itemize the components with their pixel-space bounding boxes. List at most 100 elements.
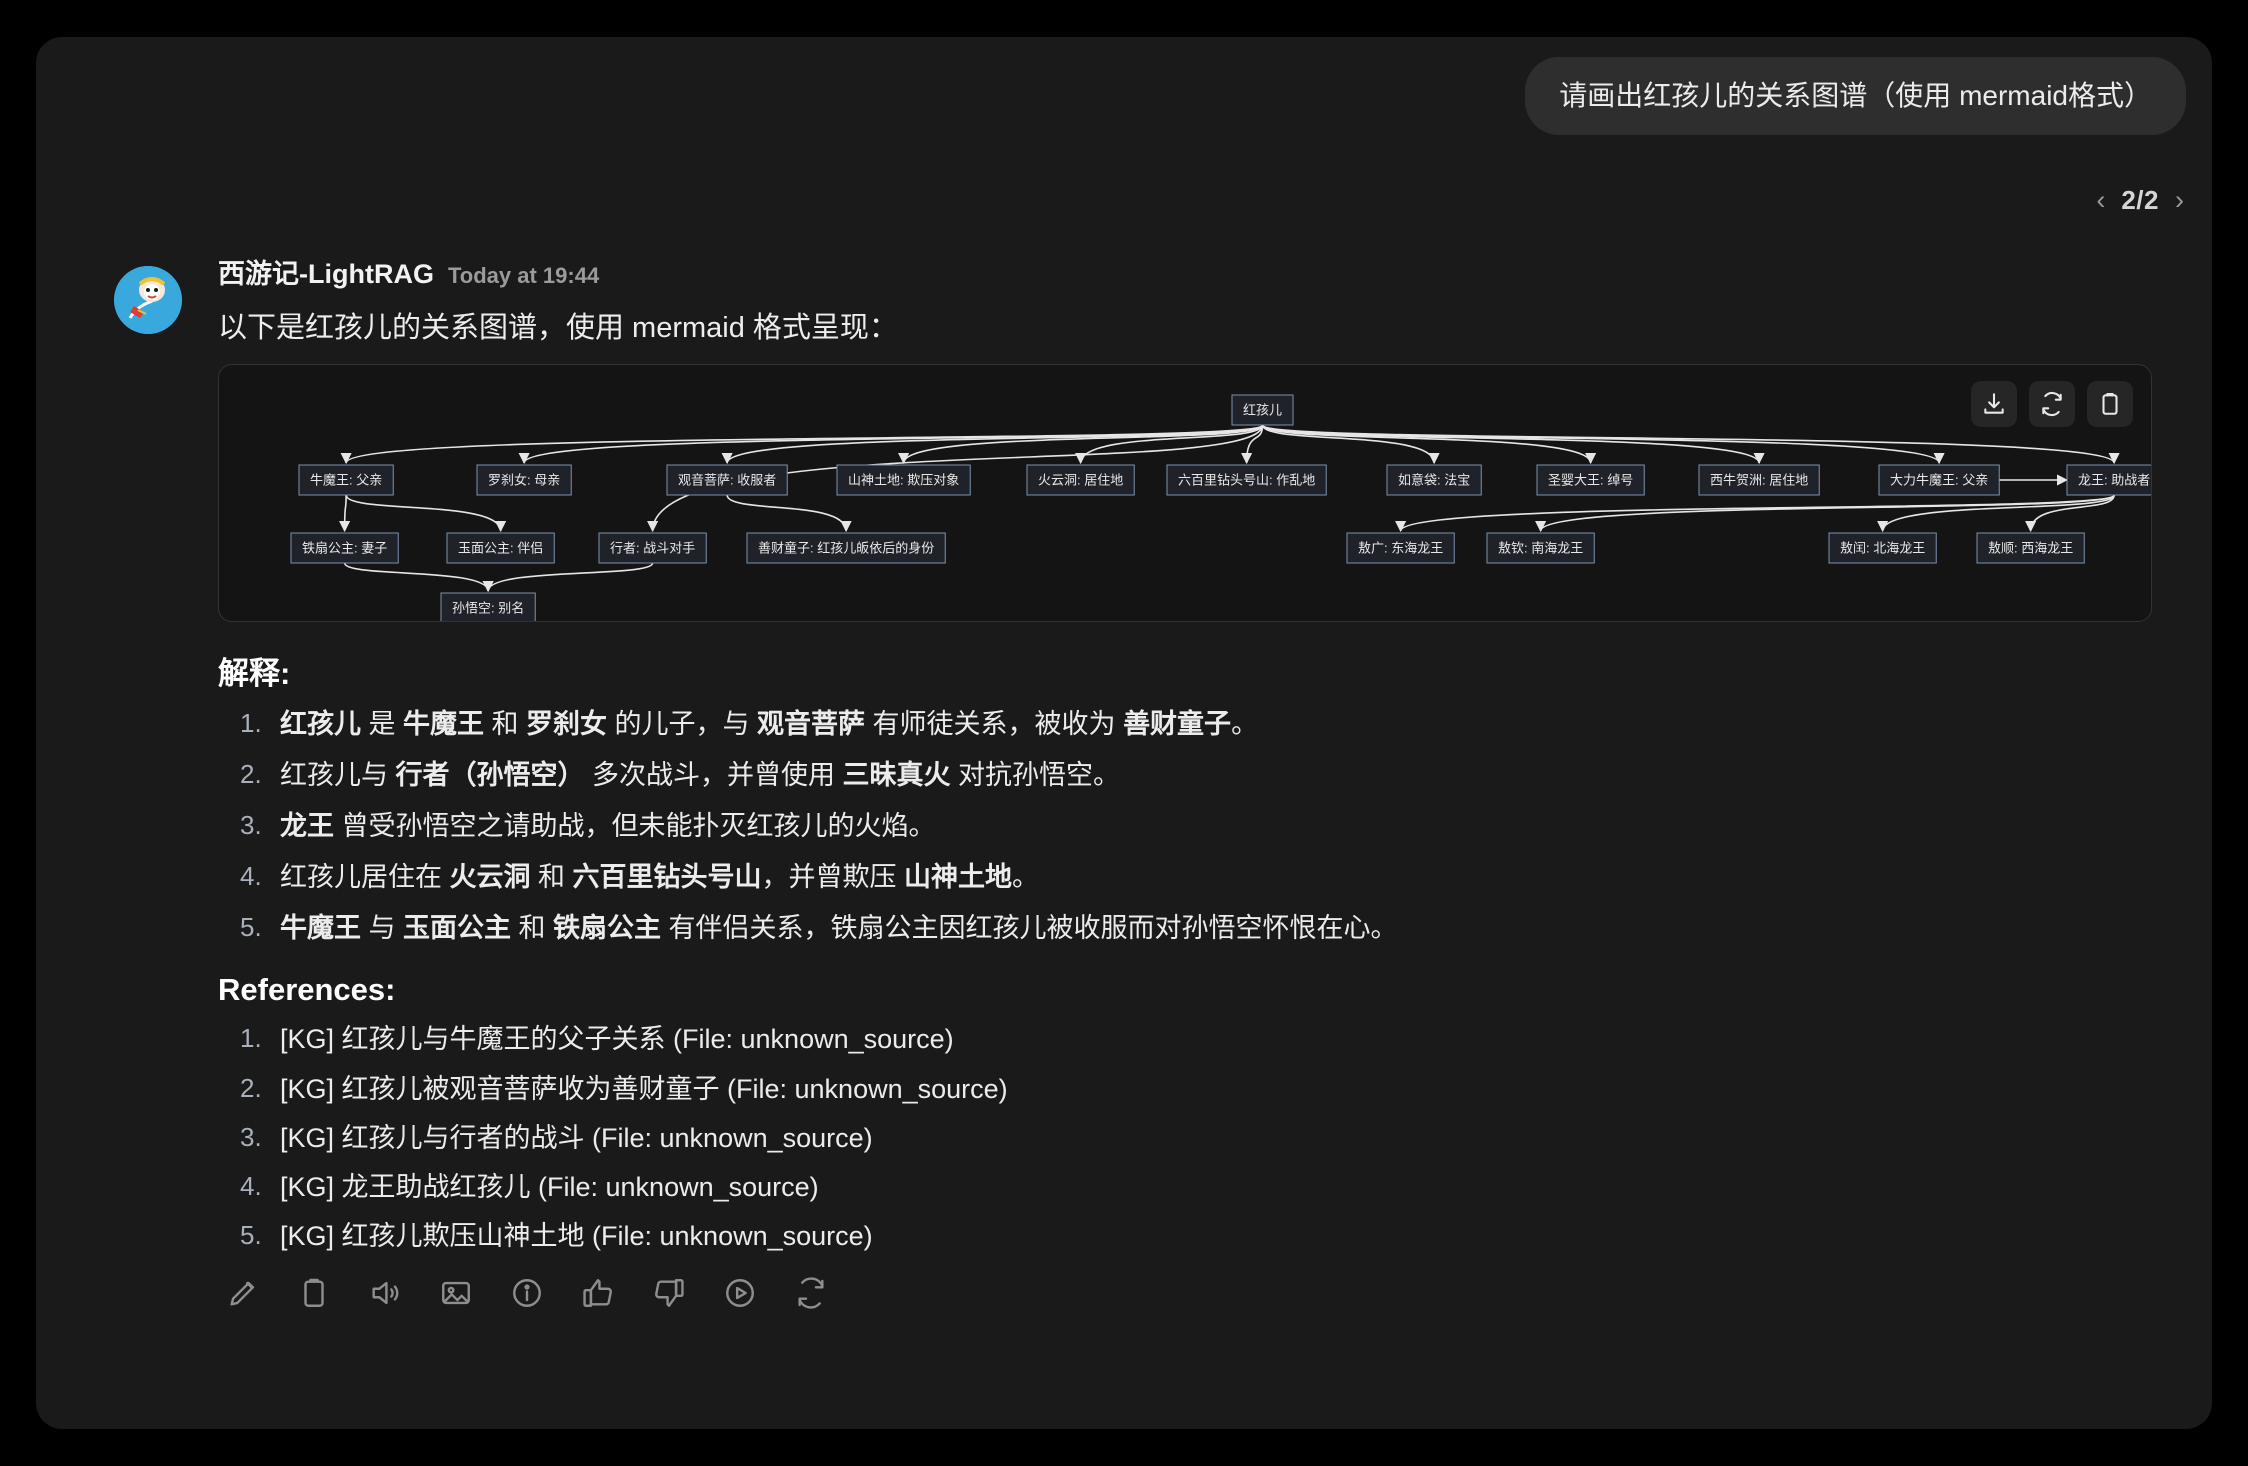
play-icon[interactable] [723, 1276, 757, 1310]
explanation-heading: 解释: [218, 656, 291, 691]
assistant-message: 西游记-LightRAG Today at 19:44 以下是红孩儿的关系图谱，… [114, 252, 2152, 1310]
graph-node-label: 行者: 战斗对手 [610, 541, 695, 556]
graph-edge [343, 562, 494, 593]
list-item: 龙王 曾受孙悟空之请助战，但未能扑灭红孩儿的火焰。 [240, 809, 936, 843]
graph-node-label: 善财童子: 红孩儿皈依后的身份 [758, 541, 934, 556]
graph-node-label: 龙王: 助战者 [2078, 473, 2150, 488]
graph-node-label: 山神土地: 欺压对象 [848, 473, 959, 488]
graph-node-label: 铁扇公主: 妻子 [302, 541, 387, 556]
refresh-icon[interactable] [2029, 381, 2075, 427]
user-message-row: 请画出红孩儿的关系图谱（使用 mermaid格式） [1525, 57, 2186, 135]
graph-node-label: 圣婴大王: 绰号 [1548, 473, 1633, 488]
list-item: 牛魔王 与 玉面公主 和 铁扇公主 有伴侣关系，铁扇公主因红孩儿被收服而对孙悟空… [240, 911, 1398, 945]
list-item: [KG] 红孩儿欺压山神土地 (File: unknown_source) [240, 1219, 873, 1253]
list-item: [KG] 红孩儿与行者的战斗 (File: unknown_source) [240, 1121, 873, 1155]
graph-node-label: 罗刹女: 母亲 [488, 473, 560, 488]
graph-edge [1535, 494, 2115, 533]
explanation-list: 红孩儿 是 牛魔王 和 罗刹女 的儿子，与 观音菩萨 有师徒关系，被收为 善财童… [218, 707, 2152, 946]
graph-node-label: 敖顺: 西海龙王 [1988, 541, 2073, 556]
list-item: [KG] 红孩儿与牛魔王的父子关系 (File: unknown_source) [240, 1022, 954, 1056]
graph-node-label: 玉面公主: 伴侣 [458, 541, 543, 556]
graph-node[interactable]: 行者: 战斗对手 [598, 532, 707, 564]
pagination-count: 2/2 [2121, 185, 2159, 215]
graph-edge [726, 494, 852, 533]
graph-node-label: 火云洞: 居住地 [1038, 473, 1123, 488]
refresh-icon[interactable] [794, 1276, 828, 1310]
list-item: 红孩儿 是 牛魔王 和 罗刹女 的儿子，与 观音菩萨 有师徒关系，被收为 善财童… [240, 707, 1259, 741]
download-icon[interactable] [1971, 381, 2017, 427]
user-message-bubble: 请画出红孩儿的关系图谱（使用 mermaid格式） [1525, 57, 2186, 135]
graph-edge [647, 424, 1264, 533]
graph-node-label: 观音菩萨: 收服者 [678, 473, 776, 488]
graph-edge [1261, 424, 1597, 465]
graph-edge [345, 494, 507, 533]
assistant-body: 西游记-LightRAG Today at 19:44 以下是红孩儿的关系图谱，… [218, 252, 2152, 1310]
graph-node-label: 六百里钻头号山: 作乱地 [1178, 473, 1315, 488]
graph-node[interactable]: 玉面公主: 伴侣 [446, 532, 555, 564]
graph-node[interactable]: 山神土地: 欺压对象 [836, 464, 971, 496]
message-actions [218, 1276, 2152, 1310]
graph-node-label: 孙悟空: 别名 [452, 601, 524, 616]
graph-node[interactable]: 牛魔王: 父亲 [298, 464, 394, 496]
graph-edge [339, 494, 351, 533]
graph-node[interactable]: 敖顺: 西海龙王 [1976, 532, 2085, 564]
list-item: 红孩儿与 行者（孙悟空） 多次战斗，并曾使用 三昧真火 对抗孙悟空。 [240, 758, 1121, 792]
assistant-name: 西游记-LightRAG [218, 259, 434, 289]
graph-edge [518, 424, 1264, 465]
thumbs-down-icon[interactable] [652, 1276, 686, 1310]
message-timestamp: Today at 19:44 [447, 263, 600, 288]
graph-edge [721, 424, 1264, 465]
graph-edge [1261, 424, 2120, 465]
image-icon[interactable] [439, 1276, 473, 1310]
graph-node[interactable]: 西牛贺洲: 居住地 [1698, 464, 1820, 496]
graph-edge [1261, 424, 1765, 465]
graph-node-label: 敖闰: 北海龙王 [1840, 541, 1925, 556]
assistant-intro-text: 以下是红孩儿的关系图谱，使用 mermaid 格式呈现： [218, 312, 898, 344]
graph-node[interactable]: 龙王: 助战者 [2066, 464, 2152, 496]
graph-edge [1395, 494, 2115, 533]
graph-node-label: 红孩儿 [1243, 403, 1282, 418]
pagination-prev-icon[interactable]: ‹ [2096, 185, 2106, 215]
graph-node[interactable]: 敖闰: 北海龙王 [1828, 532, 1937, 564]
list-item: [KG] 龙王助战红孩儿 (File: unknown_source) [240, 1170, 819, 1204]
graph-node[interactable]: 铁扇公主: 妻子 [290, 532, 399, 564]
thumbs-up-icon[interactable] [581, 1276, 615, 1310]
speaker-icon[interactable] [368, 1276, 402, 1310]
message-pagination: ‹ 2/2 › [2096, 185, 2184, 216]
graph-node[interactable]: 孙悟空: 别名 [440, 592, 536, 621]
list-item: 红孩儿居住在 火云洞 和 六百里钻头号山，并曾欺压 山神土地。 [240, 860, 1040, 894]
info-icon[interactable] [510, 1276, 544, 1310]
graph-node-label: 大力牛魔王: 父亲 [1890, 473, 1988, 488]
clipboard-icon[interactable] [2087, 381, 2133, 427]
graph-edge [340, 424, 1264, 465]
graph-node[interactable]: 火云洞: 居住地 [1026, 464, 1135, 496]
edit-icon[interactable] [226, 1276, 260, 1310]
graph-node-label: 如意袋: 法宝 [1398, 473, 1470, 488]
monkey-king-avatar [114, 266, 182, 334]
graph-edge [1241, 424, 1264, 465]
mermaid-diagram-panel[interactable]: 红孩儿牛魔王: 父亲 罗刹女: 母亲 观音菩萨: 收服者 山神土地: 欺压对象 火云洞:… [218, 364, 2152, 622]
graph-node[interactable]: 圣婴大王: 绰号 [1536, 464, 1645, 496]
graph-node[interactable]: 大力牛魔王: 父亲 [1878, 464, 2000, 496]
graph-edge [1261, 424, 1945, 465]
graph-node[interactable]: 敖钦: 南海龙王 [1486, 532, 1595, 564]
graph-node[interactable]: 如意袋: 法宝 [1386, 464, 1482, 496]
graph-node[interactable]: 敖广: 东海龙王 [1346, 532, 1455, 564]
references-heading: References: [218, 972, 396, 1008]
graph-node[interactable]: 善财童子: 红孩儿皈依后的身份 [746, 532, 946, 564]
chat-card: 请画出红孩儿的关系图谱（使用 mermaid格式） ‹ 2/2 › 西 [36, 37, 2212, 1429]
graph-node[interactable]: 红孩儿 [1231, 394, 1294, 426]
graph-edge [482, 562, 654, 593]
graph-node[interactable]: 观音菩萨: 收服者 [666, 464, 788, 496]
list-item: [KG] 红孩儿被观音菩萨收为善财童子 (File: unknown_sourc… [240, 1072, 1008, 1106]
graph-node[interactable]: 罗刹女: 母亲 [476, 464, 572, 496]
graph-edge [2025, 494, 2115, 533]
graph-edge [1075, 424, 1264, 465]
clipboard-icon[interactable] [297, 1276, 331, 1310]
pagination-next-icon[interactable]: › [2175, 185, 2184, 215]
graph-node-label: 西牛贺洲: 居住地 [1710, 473, 1808, 488]
assistant-header: 西游记-LightRAG Today at 19:44 [218, 252, 2152, 291]
graph-node[interactable]: 六百里钻头号山: 作乱地 [1166, 464, 1327, 496]
avatar [114, 266, 182, 334]
